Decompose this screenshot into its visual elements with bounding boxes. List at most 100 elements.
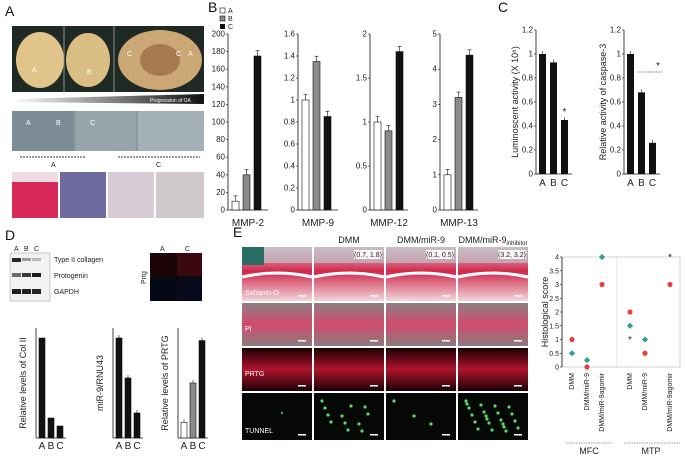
tunnel-positive-cell: [502, 425, 506, 429]
y-tick-label: 1.6: [284, 30, 296, 39]
x-category-label: DMM/miR-9: [584, 373, 591, 410]
panel-label-b: B: [208, 0, 217, 15]
y-tick-label: 1: [363, 118, 368, 127]
panel-a: A B C C A Progression of OA A B C A C: [12, 26, 204, 218]
blot-band: [32, 258, 41, 261]
category-label: C: [649, 178, 656, 189]
tunnel-positive-cell: [487, 421, 491, 425]
bar: [253, 55, 262, 211]
tunnel-positive-cell: [482, 410, 486, 414]
micro-label: A: [26, 120, 31, 127]
tunnel-positive-cell: [496, 411, 500, 415]
panel-e: DMM DMM/miR-9 DMM/miR-9inhibitor (0.7, 1.8)…: [241, 235, 529, 440]
blot-band: [12, 289, 21, 294]
scale-bar: [298, 295, 306, 297]
blot-band: [32, 273, 41, 277]
blot-band: [22, 258, 31, 261]
y-tick-label: 1: [529, 50, 534, 59]
y-tick-label: 1.4: [284, 52, 296, 61]
category-label: B: [125, 441, 132, 452]
score-point-red: [667, 281, 673, 288]
category-label: B: [190, 441, 197, 452]
stain-image-3: [108, 172, 154, 218]
y-axis-label: Histological score: [540, 277, 550, 348]
score-point-red: [599, 281, 605, 288]
y-tick-label: 3: [555, 282, 559, 289]
x-category-label: DMM/miR-9agomir: [599, 372, 606, 431]
y-tick-label: 0.2: [610, 146, 622, 155]
scale-bar: [442, 340, 450, 342]
y-tick-label: 100: [212, 118, 226, 127]
tunnel-positive-cell: [366, 412, 370, 416]
category-label: A: [39, 441, 46, 452]
y-tick-label: 2: [555, 310, 559, 317]
y-tick-label: 1: [291, 96, 296, 105]
joint-space: [241, 271, 313, 279]
y-tick-label: 0.4: [522, 122, 534, 131]
scale-bar: [298, 434, 306, 436]
histology-image: [314, 303, 384, 346]
blot-band: [32, 289, 41, 294]
y-tick-label: 80: [216, 135, 225, 144]
scale-bar: [370, 434, 378, 436]
y-tick-label: 0.6: [610, 98, 622, 107]
bar: [539, 54, 546, 174]
row-label: PI: [245, 326, 252, 333]
progression-wedge: [12, 94, 204, 104]
bar: [638, 92, 645, 174]
y-tick-label: 0: [433, 206, 438, 215]
category-label: C: [56, 441, 63, 452]
bar: [561, 120, 568, 174]
stain-label: C: [156, 162, 161, 169]
bar: [189, 382, 197, 439]
histology-image: [458, 393, 528, 440]
y-tick-label: 5: [433, 30, 438, 39]
micro-label: C: [90, 120, 95, 127]
x-category-label: DMM/miR-9: [642, 373, 649, 410]
y-tick-label: 140: [212, 82, 226, 91]
legend-swatch-c: [220, 24, 225, 29]
category-label: A: [116, 441, 123, 452]
panel-label-d: D: [5, 227, 15, 243]
panel-b: 020406080100120140160180200MMP-200.20.40…: [212, 30, 479, 230]
panel-d: A B C Type II collagen Protogenin GAPDH …: [9, 246, 202, 302]
bar: [38, 337, 46, 439]
score-point-teal: [568, 350, 576, 357]
tunnel-positive-cell: [484, 414, 488, 418]
stain-image-2: [60, 172, 106, 218]
bar: [550, 62, 557, 174]
y-tick-label: 0.4: [610, 122, 622, 131]
score-point-red: [627, 309, 633, 315]
y-tick-label: 60: [216, 153, 225, 162]
category-label: C: [561, 178, 568, 189]
tunnel-positive-cell: [360, 429, 364, 433]
y-tick-label: 3.5: [549, 268, 559, 275]
tunnel-positive-cell: [343, 421, 347, 425]
photo-label: C: [127, 51, 132, 58]
category-label: B: [48, 441, 55, 452]
panel-label-a: A: [5, 3, 15, 19]
category-label: C: [133, 441, 140, 452]
scale-bar: [442, 385, 450, 387]
chart-name-label: MMP-9: [302, 218, 335, 229]
y-tick-label: 0.6: [522, 98, 534, 107]
blot-band: [22, 273, 31, 277]
y-tick-label: 0.6: [284, 140, 296, 149]
scale-bar: [370, 385, 378, 387]
tunnel-positive-cell: [493, 404, 497, 408]
tunnel-positive-cell: [516, 426, 520, 430]
tunnel-positive-cell: [346, 428, 350, 432]
lane-label: A: [14, 246, 19, 253]
score-point-star: *: [628, 335, 632, 346]
tunnel-positive-cell: [490, 428, 494, 432]
coord-label: (3.2, 3.2): [498, 252, 526, 259]
y-tick-label: 0: [617, 170, 622, 179]
bar: [454, 97, 463, 211]
scale-bar: [514, 295, 522, 297]
x-category-label: DMM/miR-9agomir: [667, 372, 674, 431]
y-tick-label: 2: [363, 30, 368, 39]
score-point-red: [642, 350, 648, 356]
histology-image: [314, 393, 384, 440]
progression-label: Progression of OA: [150, 98, 192, 104]
scale-bar: [442, 434, 450, 436]
